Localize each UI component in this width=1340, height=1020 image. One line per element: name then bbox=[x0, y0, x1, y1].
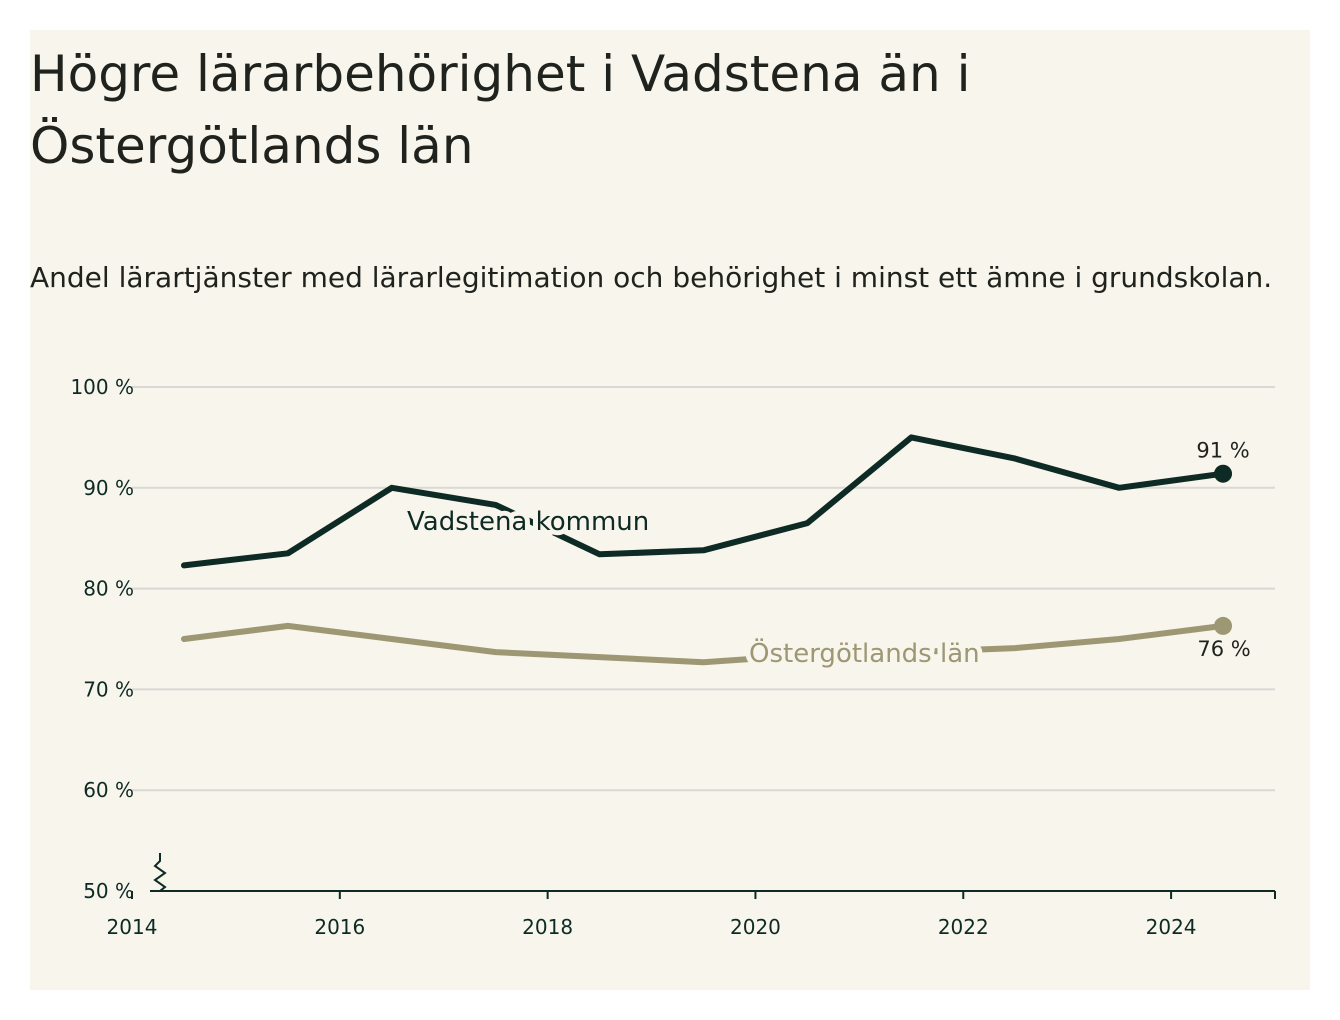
end-point-vadstena bbox=[1214, 464, 1233, 483]
y-tick-label: 80 % bbox=[83, 577, 134, 601]
y-tick-label: 70 % bbox=[83, 677, 134, 701]
axis-break-icon bbox=[150, 853, 167, 892]
y-tick-label: 60 % bbox=[83, 778, 134, 802]
x-tick-label: 2024 bbox=[1146, 915, 1197, 939]
series-group bbox=[181, 434, 1233, 666]
chart-subtitle: Andel lärartjänster med lärarlegitimatio… bbox=[30, 261, 1273, 294]
series-line-lan bbox=[181, 622, 1226, 666]
series-labels: Vadstena kommun Östergötlands län 91 % 76 % bbox=[402, 439, 1251, 674]
series-label-lan: Östergötlands län bbox=[749, 637, 980, 669]
series-label-vadstena: Vadstena kommun bbox=[407, 507, 649, 537]
grid-lines bbox=[132, 386, 1275, 792]
line-chart: 50 %60 %70 %80 %90 %100 % 2014 2016 2018 20… bbox=[70, 375, 1276, 939]
end-label-vadstena: 91 % bbox=[1196, 439, 1249, 463]
y-tick-label: 50 % bbox=[83, 879, 134, 903]
end-label-lan: 76 % bbox=[1197, 637, 1250, 661]
chart-title: Högre lärarbehörighet i Vadstena än i Ös… bbox=[30, 45, 971, 175]
y-tick-label: 100 % bbox=[70, 375, 134, 399]
x-tick-label: 2022 bbox=[938, 915, 989, 939]
chart-card: Högre lärarbehörighet i Vadstena än i Ös… bbox=[30, 30, 1310, 990]
y-axis: 50 % 60 % 70 % 80 % 90 % 100 % bbox=[70, 375, 134, 903]
x-tick-label: 2018 bbox=[522, 915, 573, 939]
end-point-lan bbox=[1214, 616, 1233, 635]
series-line-vadstena bbox=[181, 434, 1226, 569]
y-tick-label: 90 % bbox=[83, 476, 134, 500]
x-tick-label: 2014 bbox=[107, 915, 158, 939]
x-tick-label: 2020 bbox=[730, 915, 781, 939]
x-tick-label: 2016 bbox=[314, 915, 365, 939]
x-axis: 2014 2016 2018 2020 2022 2024 bbox=[107, 853, 1276, 939]
